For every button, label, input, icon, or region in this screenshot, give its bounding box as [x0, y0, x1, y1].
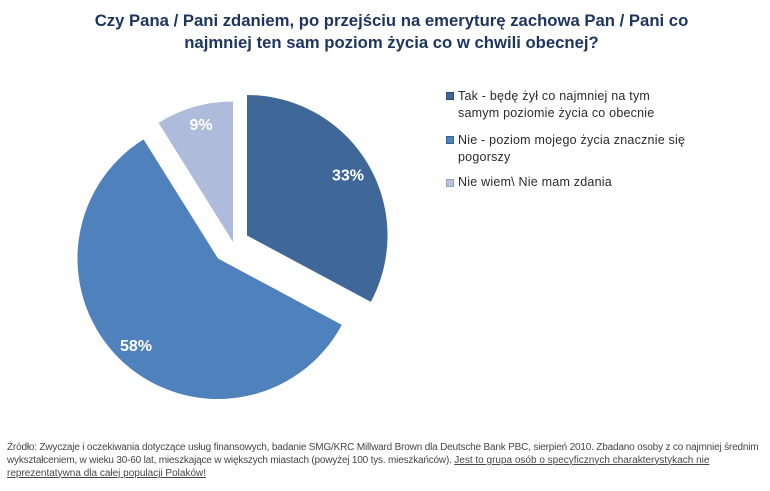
svg-text:58%: 58% — [120, 338, 152, 355]
svg-text:9%: 9% — [189, 117, 212, 134]
svg-text:33%: 33% — [332, 168, 364, 185]
